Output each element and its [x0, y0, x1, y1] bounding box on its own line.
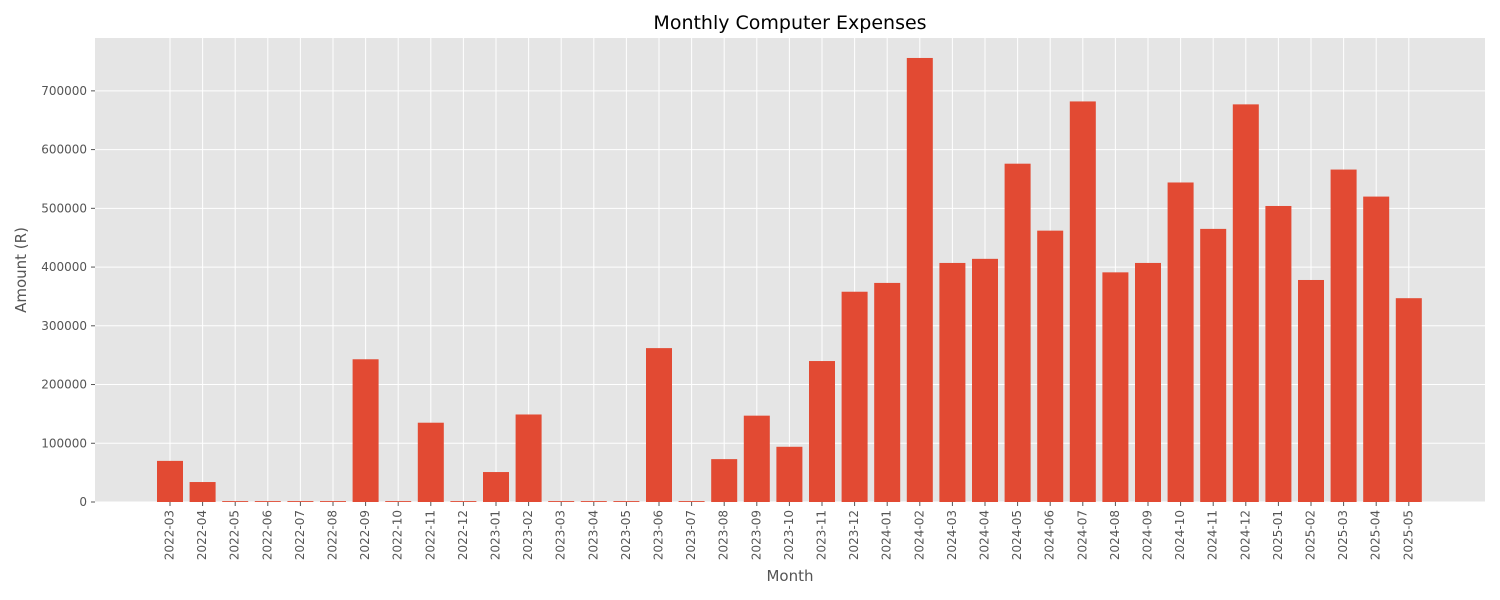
bar-2022-08 [320, 501, 346, 502]
x-tick-label: 2024-05 [1010, 510, 1024, 560]
bar-2022-03 [157, 460, 183, 502]
x-tick-label: 2023-01 [489, 510, 503, 560]
x-tick-label: 2025-02 [1304, 510, 1318, 560]
x-axis-label: Month [766, 567, 813, 585]
bar-2023-01 [483, 472, 509, 502]
bar-2023-08 [711, 459, 738, 502]
y-tick-label: 500000 [41, 201, 87, 215]
bar-2023-02 [515, 414, 542, 502]
x-tick-label: 2023-08 [717, 510, 731, 560]
bar-2024-05 [1004, 163, 1031, 502]
bar-2024-06 [1037, 230, 1064, 502]
x-tick-label: 2022-12 [456, 510, 470, 560]
x-tick-label: 2023-04 [586, 510, 600, 560]
bar-2024-07 [1069, 101, 1096, 502]
x-tick-label: 2025-05 [1401, 510, 1415, 560]
x-tick-label: 2023-09 [749, 510, 763, 560]
x-tick-label: 2025-03 [1336, 510, 1350, 560]
bar-2022-05 [222, 501, 249, 502]
x-tick-label: 2024-04 [978, 510, 992, 560]
x-tick-label: 2024-12 [1238, 510, 1252, 560]
x-tick-label: 2022-11 [423, 510, 437, 560]
bar-2023-10 [776, 446, 803, 502]
bar-2024-12 [1232, 104, 1259, 502]
bar-2023-06 [646, 348, 672, 502]
x-tick-label: 2025-01 [1271, 510, 1285, 560]
x-tick-label: 2022-06 [260, 510, 274, 560]
bar-2022-10 [385, 501, 412, 502]
bar-2023-11 [809, 361, 835, 502]
bar-2023-03 [548, 501, 575, 502]
y-tick-label: 300000 [41, 319, 87, 333]
bar-2024-01 [874, 282, 901, 502]
bar-2025-04 [1363, 196, 1390, 502]
bar-2023-12 [841, 291, 868, 502]
x-tick-label: 2023-12 [847, 510, 861, 560]
y-tick-label: 600000 [41, 143, 87, 157]
bar-2022-07 [287, 501, 314, 502]
bar-2024-02 [906, 57, 933, 503]
x-tick-label: 2024-08 [1108, 510, 1122, 560]
y-tick-label: 0 [79, 495, 87, 509]
y-axis-label: Amount (R) [12, 227, 30, 313]
bar-2022-09 [352, 359, 379, 502]
bar-2024-11 [1200, 228, 1227, 502]
y-tick-label: 200000 [41, 378, 87, 392]
bar-2022-04 [189, 482, 216, 502]
x-tick-label: 2023-07 [684, 510, 698, 560]
x-tick-label: 2024-03 [945, 510, 959, 560]
x-tick-label: 2024-10 [1173, 510, 1187, 560]
x-tick-label: 2025-04 [1369, 510, 1383, 560]
bar-2025-02 [1298, 279, 1324, 502]
bar-2023-05 [613, 501, 640, 502]
x-tick-label: 2022-04 [195, 510, 209, 560]
bar-2024-03 [939, 262, 966, 502]
bar-2022-06 [254, 501, 281, 502]
x-tick-label: 2022-09 [358, 510, 372, 560]
x-tick-label: 2023-03 [554, 510, 568, 560]
x-tick-label: 2023-05 [619, 510, 633, 560]
bar-2024-10 [1167, 182, 1194, 502]
x-tick-label: 2023-06 [652, 510, 666, 560]
x-tick-label: 2024-02 [912, 510, 926, 560]
bar-2025-03 [1330, 169, 1357, 502]
chart-title: Monthly Computer Expenses [653, 12, 926, 34]
x-tick-label: 2022-10 [391, 510, 405, 560]
x-tick-label: 2022-03 [163, 510, 177, 560]
y-tick-label: 100000 [41, 436, 87, 450]
bar-2025-01 [1265, 205, 1292, 503]
x-tick-label: 2022-08 [326, 510, 340, 560]
x-tick-label: 2024-09 [1141, 510, 1155, 560]
y-tick-label: 400000 [41, 260, 87, 274]
y-tick-label: 700000 [41, 84, 87, 98]
x-tick-label: 2022-05 [228, 510, 242, 560]
bar-2023-09 [743, 415, 770, 502]
x-tick-label: 2023-02 [521, 510, 535, 560]
y-axis-ticks: 0 100000 200000 300000 400000 500000 600000 700… [41, 84, 95, 509]
bar-2024-08 [1102, 272, 1129, 502]
bar-2023-07 [678, 501, 705, 502]
x-tick-label: 2022-07 [293, 510, 307, 560]
x-tick-label: 2024-06 [1043, 510, 1057, 560]
x-axis-ticks: 2022-03 2022-04 2022-05 2022-06 2022-07 2022-… [163, 502, 1415, 560]
bar-2023-04 [580, 501, 607, 502]
bar-2024-04 [972, 258, 998, 502]
x-tick-label: 2024-07 [1075, 510, 1089, 560]
bar-2022-12 [450, 501, 477, 502]
x-tick-label: 2024-11 [1206, 510, 1220, 560]
bar-2024-09 [1135, 262, 1161, 502]
x-tick-label: 2023-11 [815, 510, 829, 560]
bars [157, 57, 1422, 503]
bar-2025-05 [1395, 298, 1422, 502]
x-tick-label: 2024-01 [880, 510, 894, 560]
x-tick-label: 2023-10 [782, 510, 796, 560]
bar-2022-11 [417, 422, 444, 502]
